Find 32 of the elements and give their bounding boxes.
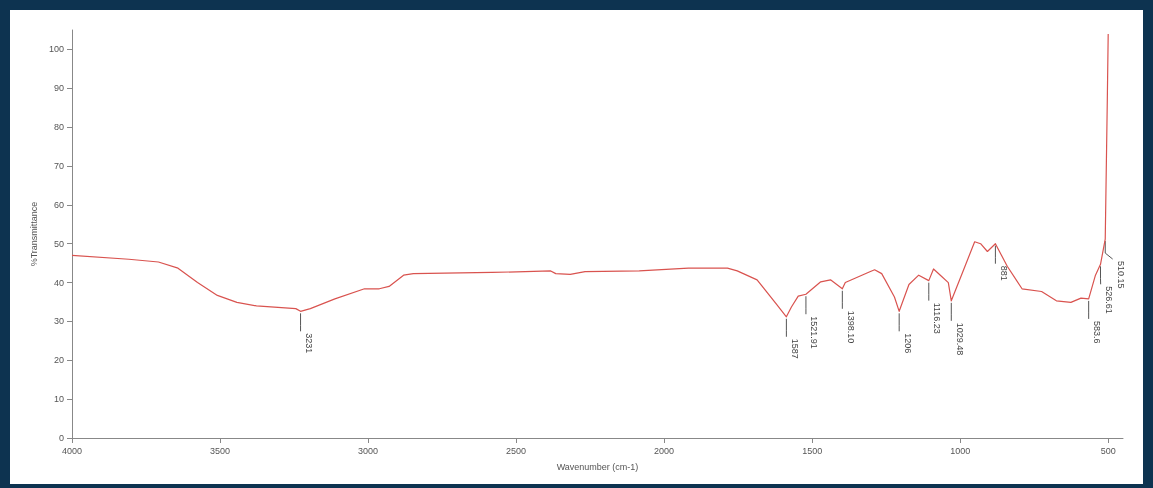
y-tick-label: 70 — [53, 161, 64, 171]
x-tick-label: 2000 — [654, 445, 675, 456]
y-tick-label: 80 — [53, 122, 64, 133]
y-tick-label: 50 — [53, 238, 64, 249]
x-tick-label: 1500 — [802, 445, 823, 456]
annotation: 526.61 — [1104, 286, 1115, 314]
annotation: 510.15 — [1116, 261, 1127, 289]
y-tick-label: 20 — [53, 355, 64, 366]
y-tick-label: 60 — [53, 199, 64, 210]
annotation: 1521.91 — [809, 316, 820, 349]
y-axis-title: %Transmittance — [28, 201, 39, 267]
x-axis-title: Wavenumber (cm-1) — [556, 461, 639, 472]
y-tick-label: 0 — [58, 433, 64, 443]
annotation: 583.6 — [1092, 320, 1103, 344]
annotation: 1587 — [789, 338, 800, 359]
y-tick-label: 10 — [53, 394, 64, 405]
x-tick-label: 3500 — [210, 445, 231, 456]
annotation: 1116.23 — [932, 302, 943, 334]
annotation: 1029.48 — [954, 322, 965, 356]
y-tick-label: 100 — [48, 44, 64, 55]
x-tick-label: 4000 — [61, 445, 83, 456]
annotation: 3231 — [304, 333, 315, 354]
x-tick-label: 3000 — [358, 445, 379, 456]
y-tick-label: 40 — [53, 277, 64, 288]
y-tick-label: 90 — [53, 83, 64, 94]
x-tick-label: 2500 — [506, 445, 527, 456]
y-tick-label: 30 — [53, 316, 64, 327]
x-tick-label: 500 — [1100, 445, 1116, 456]
x-tick-label: 1000 — [950, 445, 971, 456]
annotation: 881 — [998, 265, 1009, 281]
annotation: 1398.10 — [845, 310, 856, 344]
annotation: 1206 — [902, 333, 913, 354]
